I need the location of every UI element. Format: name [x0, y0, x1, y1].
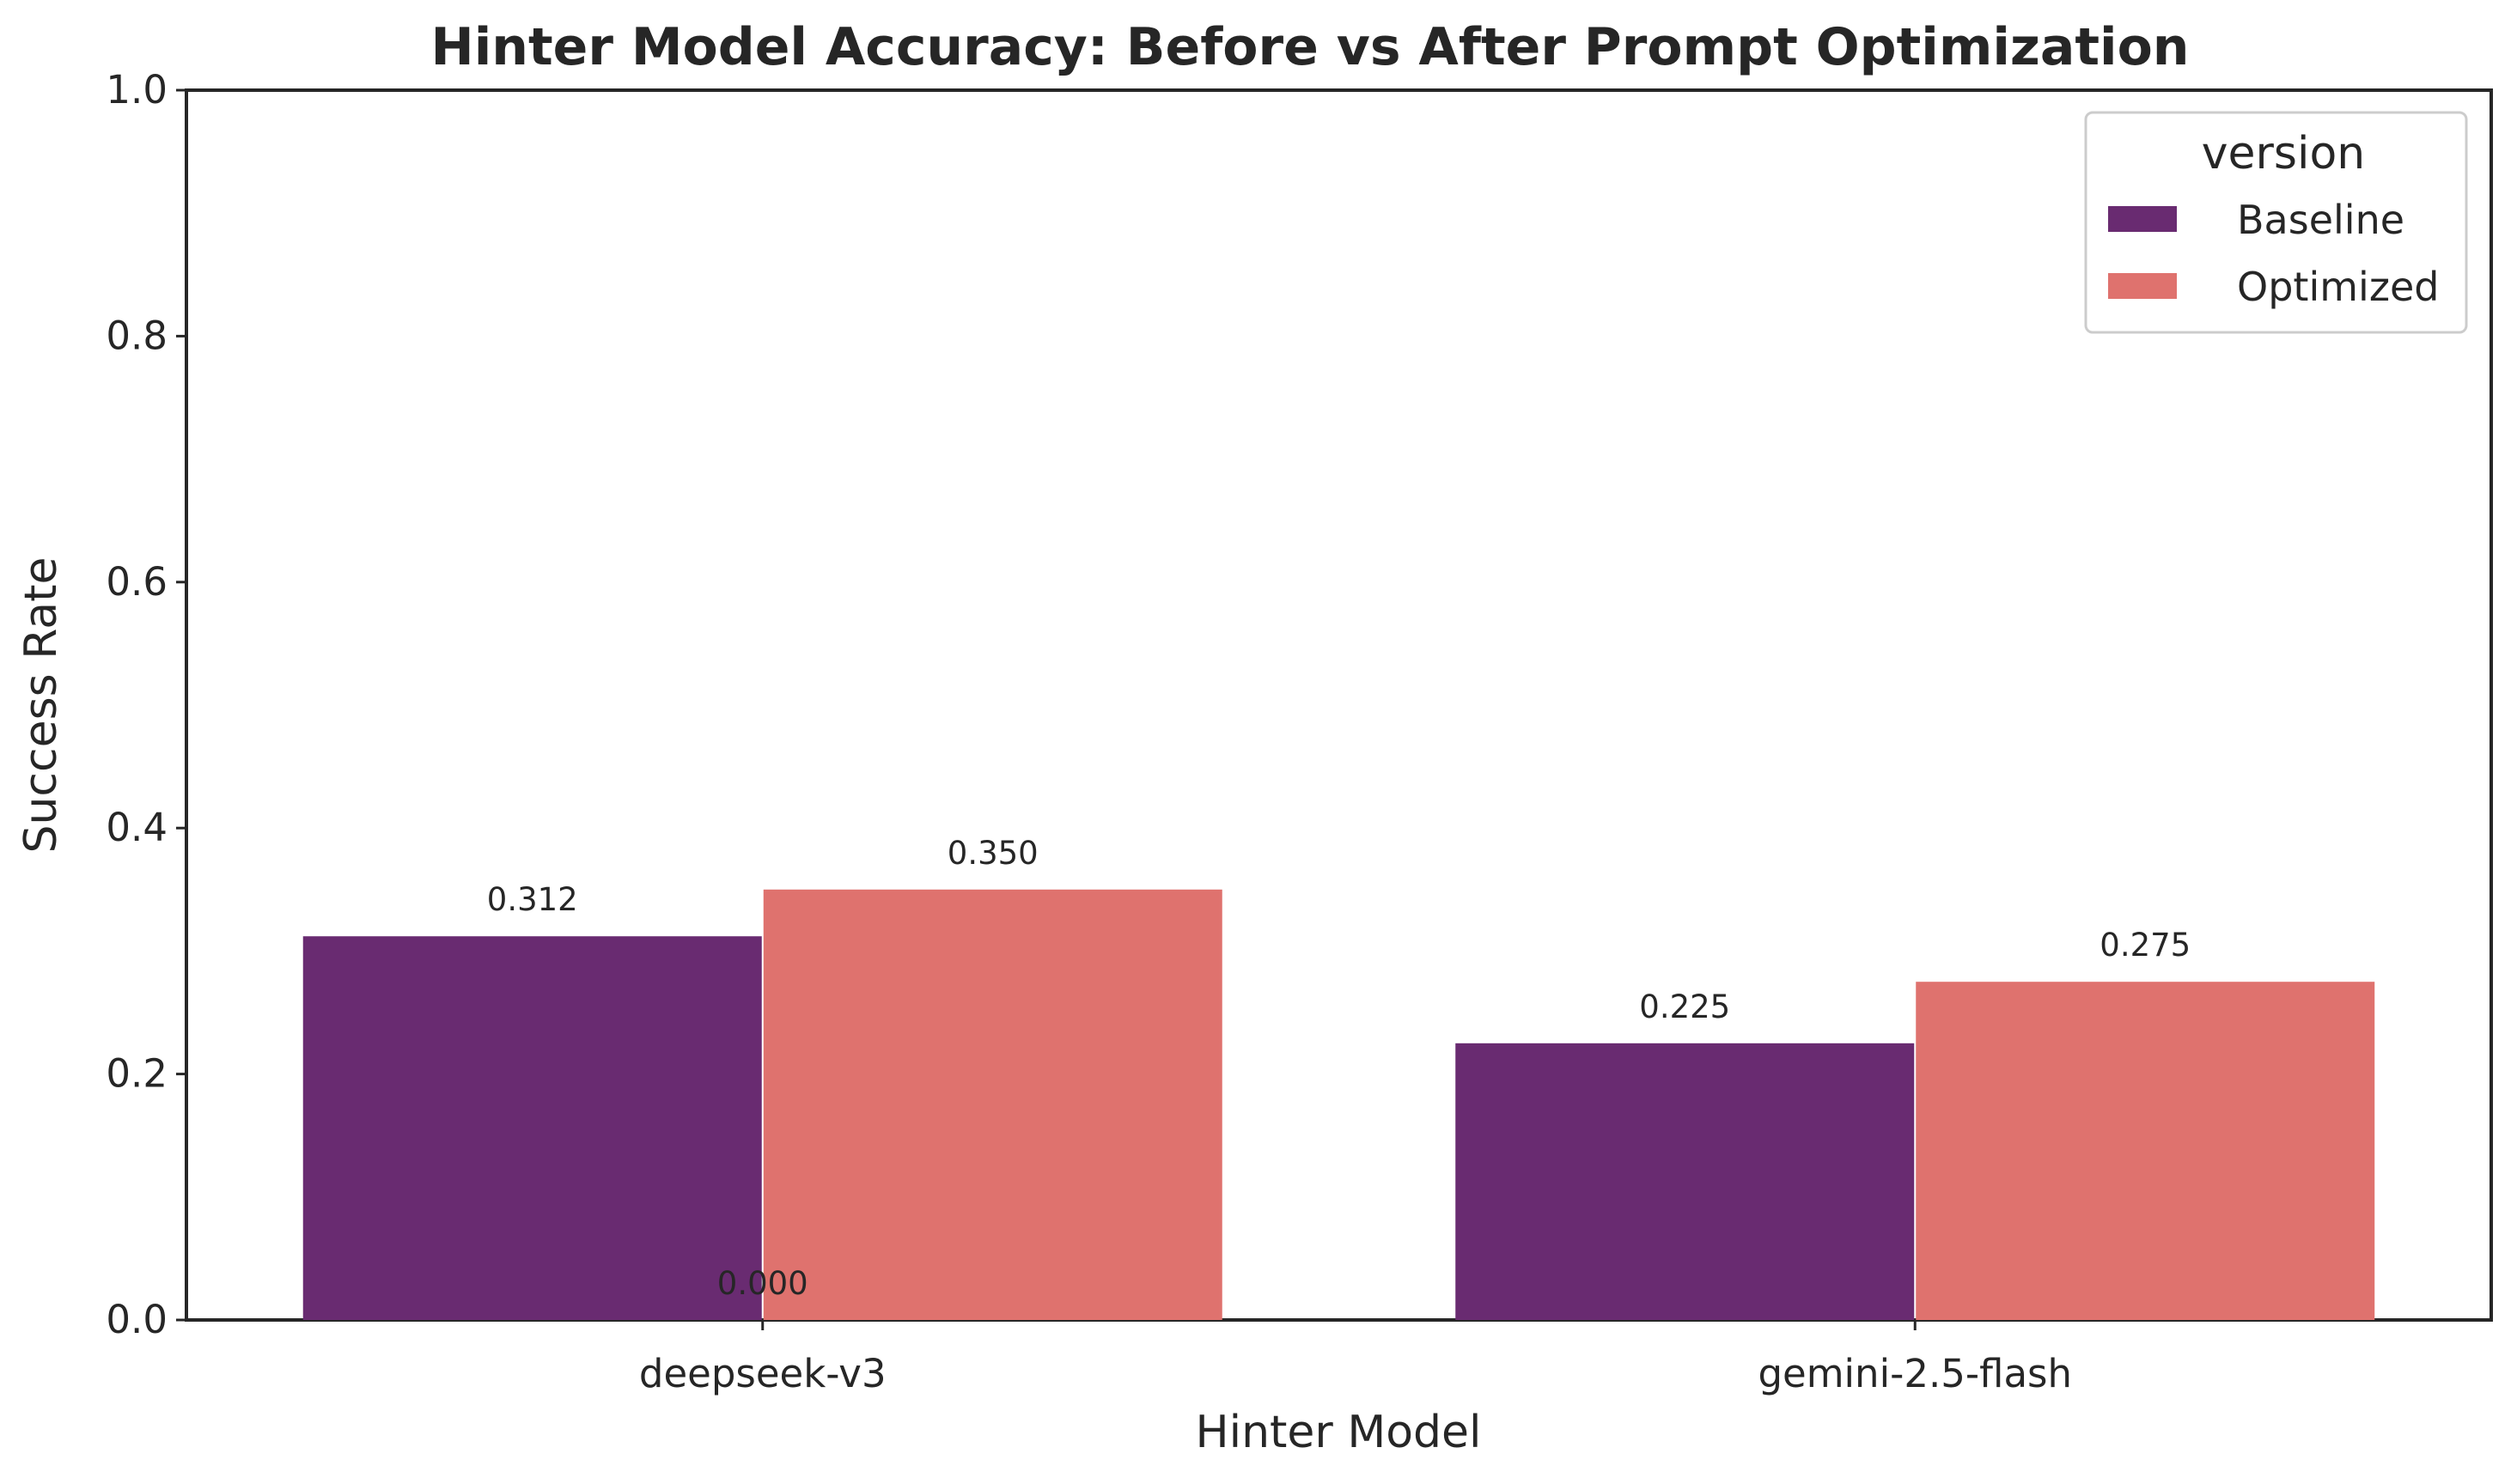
x-axis-label: Hinter Model	[1196, 1407, 1482, 1458]
bar-deepseek-v3-optimized	[763, 889, 1222, 1320]
plot-area: 0.0 0.2 0.4 0.6 0.8 1.0 deepseek-v3 gemini-2.5…	[106, 67, 2493, 1396]
legend-title: version	[2202, 128, 2365, 179]
x-axis-ticks: deepseek-v3 gemini-2.5-flash	[639, 1320, 2072, 1396]
bar-deepseek-v3-baseline	[302, 936, 762, 1320]
bar-gemini-2-5-flash-baseline	[1455, 1043, 1915, 1320]
bar-gemini-2-5-flash-optimized	[1916, 982, 2375, 1320]
legend-box	[2084, 111, 2468, 334]
legend: version Baseline Optimized	[2084, 111, 2468, 334]
y-tick-label: 0.4	[106, 805, 168, 850]
data-label: 0.350	[948, 835, 1039, 872]
data-labels: 0.312 0.350 0.225 0.275 0.000	[487, 835, 2191, 1302]
legend-label-optimized: Optimized	[2237, 264, 2439, 310]
y-axis-ticks: 0.0 0.2 0.4 0.6 0.8 1.0	[106, 67, 186, 1342]
data-label: 0.275	[2100, 927, 2191, 964]
data-label: 0.312	[487, 881, 578, 918]
legend-swatch-baseline	[2108, 206, 2177, 232]
data-label: 0.225	[1639, 988, 1730, 1025]
x-tick-label: deepseek-v3	[639, 1351, 887, 1396]
y-tick-label: 0.0	[106, 1297, 168, 1342]
y-tick-label: 0.2	[106, 1051, 168, 1097]
legend-swatch-optimized	[2108, 273, 2177, 299]
x-tick-label: gemini-2.5-flash	[1758, 1351, 2072, 1396]
legend-label-baseline: Baseline	[2237, 197, 2404, 243]
y-tick-label: 0.6	[106, 559, 168, 605]
data-label: 0.000	[717, 1265, 808, 1302]
y-tick-label: 1.0	[106, 67, 168, 113]
y-axis-label: Success Rate	[15, 556, 67, 853]
plot-frame	[185, 88, 2493, 1322]
y-tick-label: 0.8	[106, 313, 168, 358]
chart-title: Hinter Model Accuracy: Before vs After P…	[430, 17, 2189, 77]
bars	[302, 889, 2375, 1320]
